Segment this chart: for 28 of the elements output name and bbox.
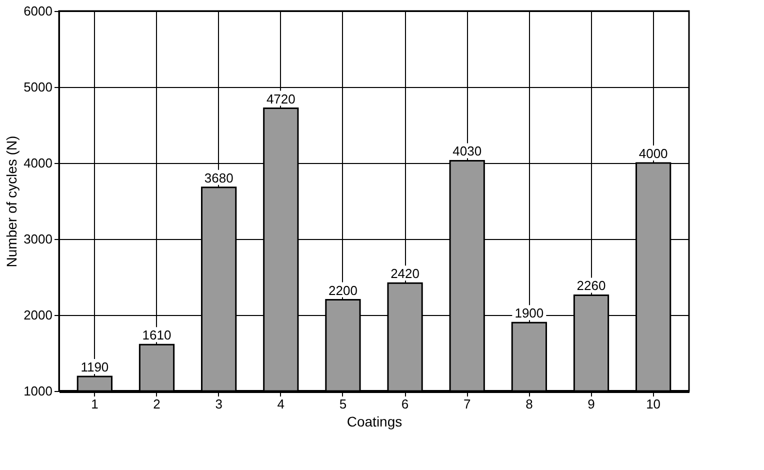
y-axis-title: Number of cycles (N) (4, 136, 20, 268)
data-label: 2420 (390, 266, 420, 282)
data-label: 2200 (328, 282, 358, 298)
data-label: 1610 (142, 328, 172, 343)
data-label: 3680 (204, 170, 234, 186)
x-tick-label: 10 (646, 396, 661, 412)
x-tick-label: 4 (277, 396, 285, 412)
data-label: 1900 (514, 306, 544, 321)
y-tick-label: 3000 (24, 232, 52, 246)
data-label: 4720 (266, 91, 296, 106)
x-tick-label: 1 (91, 396, 98, 412)
data-label: 1190 (80, 360, 109, 375)
x-tick-label: 8 (526, 396, 533, 412)
x-tick-label: 2 (153, 396, 160, 412)
x-tick-label: 7 (463, 396, 471, 412)
y-tick-label: 4000 (24, 156, 52, 170)
y-tick-label: 5000 (24, 80, 52, 94)
data-label: 2260 (576, 278, 606, 294)
x-tick-label: 6 (401, 396, 409, 412)
x-tick-label: 5 (339, 396, 347, 412)
data-label: 4030 (452, 144, 482, 159)
x-tick-label: 3 (215, 396, 222, 412)
x-tick-label: 9 (588, 396, 595, 412)
data-label: 4000 (638, 146, 668, 161)
x-axis-title: Coatings (346, 414, 402, 430)
y-tick-label: 1000 (24, 384, 52, 398)
y-tick-label: 2000 (24, 308, 52, 322)
y-tick-label: 6000 (24, 4, 52, 18)
